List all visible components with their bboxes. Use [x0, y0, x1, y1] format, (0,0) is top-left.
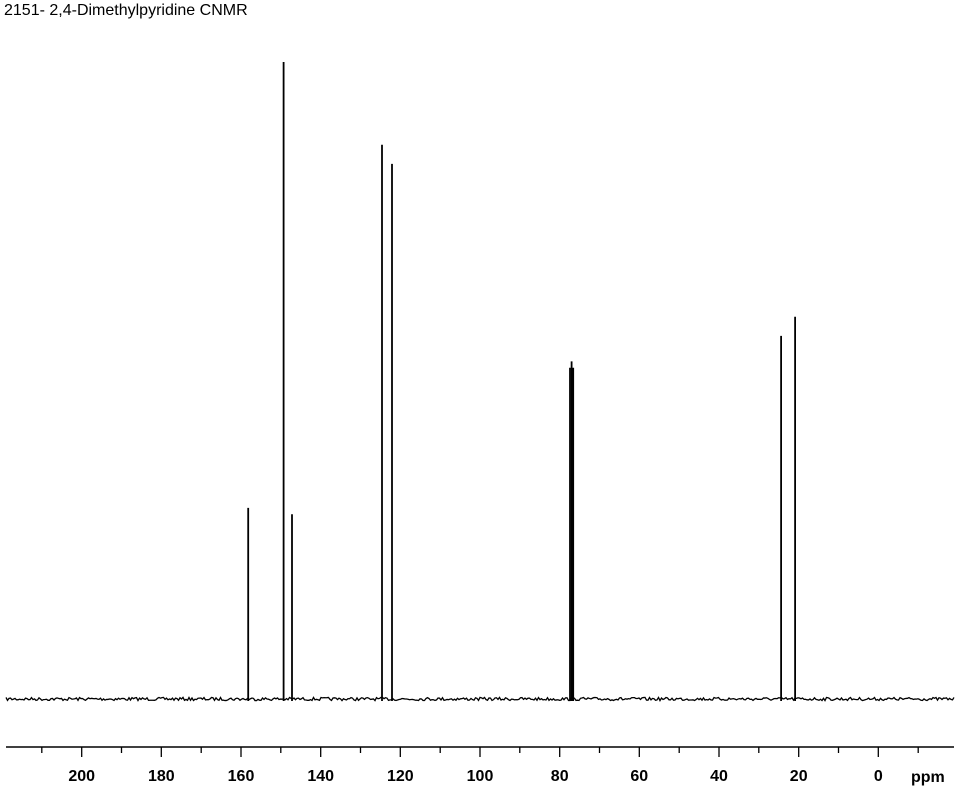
tick-label-160: 160 — [228, 768, 255, 785]
spectrum-peaks — [247, 62, 796, 701]
chart-title: 2151- 2,4-Dimethylpyridine CNMR — [4, 2, 248, 19]
tick-label-20: 20 — [790, 768, 808, 785]
tick-label-200: 200 — [68, 768, 95, 785]
tick-label-40: 40 — [710, 768, 728, 785]
tick-label-0: 0 — [874, 768, 883, 785]
tick-label-180: 180 — [148, 768, 175, 785]
x-axis-unit-label: ppm — [911, 769, 945, 786]
x-axis-ticks: 200 180 160 140 120 100 80 60 40 20 0 — [41, 747, 919, 785]
tick-label-120: 120 — [387, 768, 414, 785]
tick-label-100: 100 — [467, 768, 494, 785]
baseline-trace — [5, 696, 955, 702]
tick-label-80: 80 — [551, 768, 569, 785]
spectrum-baseline — [5, 696, 955, 702]
tick-label-140: 140 — [307, 768, 334, 785]
tick-label-60: 60 — [630, 768, 648, 785]
